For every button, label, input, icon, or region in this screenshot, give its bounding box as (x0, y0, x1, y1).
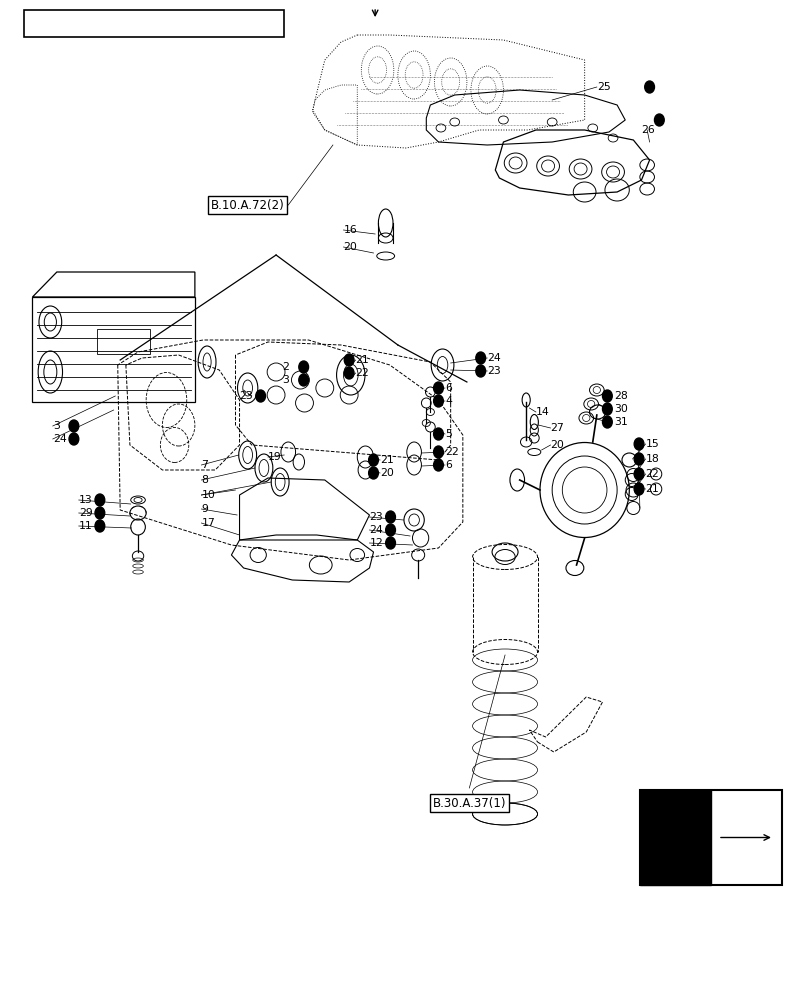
Circle shape (633, 453, 643, 465)
Text: 24: 24 (53, 434, 67, 444)
Text: 2: 2 (282, 362, 289, 372)
Bar (32, 297, 195, 402)
Text: 7: 7 (201, 460, 208, 470)
Text: B.10.A.72(2): B.10.A.72(2) (211, 198, 284, 212)
Text: 22: 22 (355, 368, 369, 378)
Circle shape (344, 367, 354, 379)
Text: 21: 21 (355, 355, 369, 365)
Text: 17: 17 (201, 518, 215, 528)
Text: 20: 20 (380, 468, 393, 478)
Text: 22: 22 (444, 447, 458, 457)
Text: 23: 23 (487, 366, 500, 376)
Text: 6: 6 (444, 460, 451, 470)
Circle shape (385, 537, 395, 549)
Text: 31: 31 (613, 417, 627, 427)
Text: 14: 14 (535, 407, 549, 417)
Circle shape (602, 390, 611, 402)
Circle shape (95, 507, 105, 519)
Circle shape (633, 438, 643, 450)
Text: 13: 13 (79, 495, 92, 505)
Text: 5: 5 (444, 429, 451, 439)
Text: 10: 10 (201, 490, 215, 500)
Circle shape (95, 494, 105, 506)
Text: 24: 24 (369, 525, 383, 535)
FancyBboxPatch shape (639, 790, 710, 885)
Circle shape (433, 428, 443, 440)
Text: 11: 11 (79, 521, 92, 531)
Circle shape (95, 520, 105, 532)
Text: 25: 25 (596, 82, 610, 92)
Text: 28: 28 (613, 391, 627, 401)
Circle shape (368, 454, 378, 466)
Text: 26: 26 (641, 125, 654, 135)
Circle shape (633, 483, 643, 495)
Circle shape (368, 467, 378, 479)
Circle shape (654, 114, 663, 126)
Circle shape (644, 81, 654, 93)
Text: 23: 23 (369, 512, 383, 522)
Text: 6: 6 (444, 383, 451, 393)
Circle shape (344, 354, 354, 366)
Circle shape (633, 468, 643, 480)
Text: 3: 3 (282, 375, 289, 385)
Circle shape (385, 511, 395, 523)
Text: 30: 30 (613, 404, 627, 414)
Text: 21: 21 (645, 484, 659, 494)
Text: B.30.A.37(1): B.30.A.37(1) (432, 796, 505, 810)
Circle shape (433, 382, 443, 394)
Text: 22: 22 (645, 469, 659, 479)
Text: 20: 20 (343, 242, 357, 252)
Text: 15: 15 (645, 439, 659, 449)
Circle shape (475, 352, 485, 364)
Circle shape (69, 433, 79, 445)
Text: 21: 21 (380, 455, 393, 465)
Text: 19: 19 (268, 452, 281, 462)
Circle shape (602, 403, 611, 415)
Circle shape (433, 446, 443, 458)
Circle shape (433, 395, 443, 407)
Circle shape (433, 459, 443, 471)
Text: 4: 4 (444, 396, 451, 406)
Text: 16: 16 (343, 225, 357, 235)
Text: 8: 8 (201, 475, 208, 485)
Circle shape (602, 416, 611, 428)
Text: 12: 12 (369, 538, 383, 548)
Circle shape (298, 374, 308, 386)
Bar (97, 329, 150, 354)
Text: 29: 29 (79, 508, 92, 518)
Text: 3: 3 (53, 421, 59, 431)
Text: 20: 20 (550, 440, 564, 450)
Text: 24: 24 (487, 353, 500, 363)
Circle shape (69, 420, 79, 432)
Text: 18: 18 (645, 454, 659, 464)
Text: 27: 27 (550, 423, 564, 433)
Circle shape (385, 524, 395, 536)
Text: 23: 23 (239, 391, 253, 401)
Text: 9: 9 (201, 504, 208, 514)
Circle shape (298, 361, 308, 373)
Circle shape (255, 390, 265, 402)
Circle shape (475, 365, 485, 377)
